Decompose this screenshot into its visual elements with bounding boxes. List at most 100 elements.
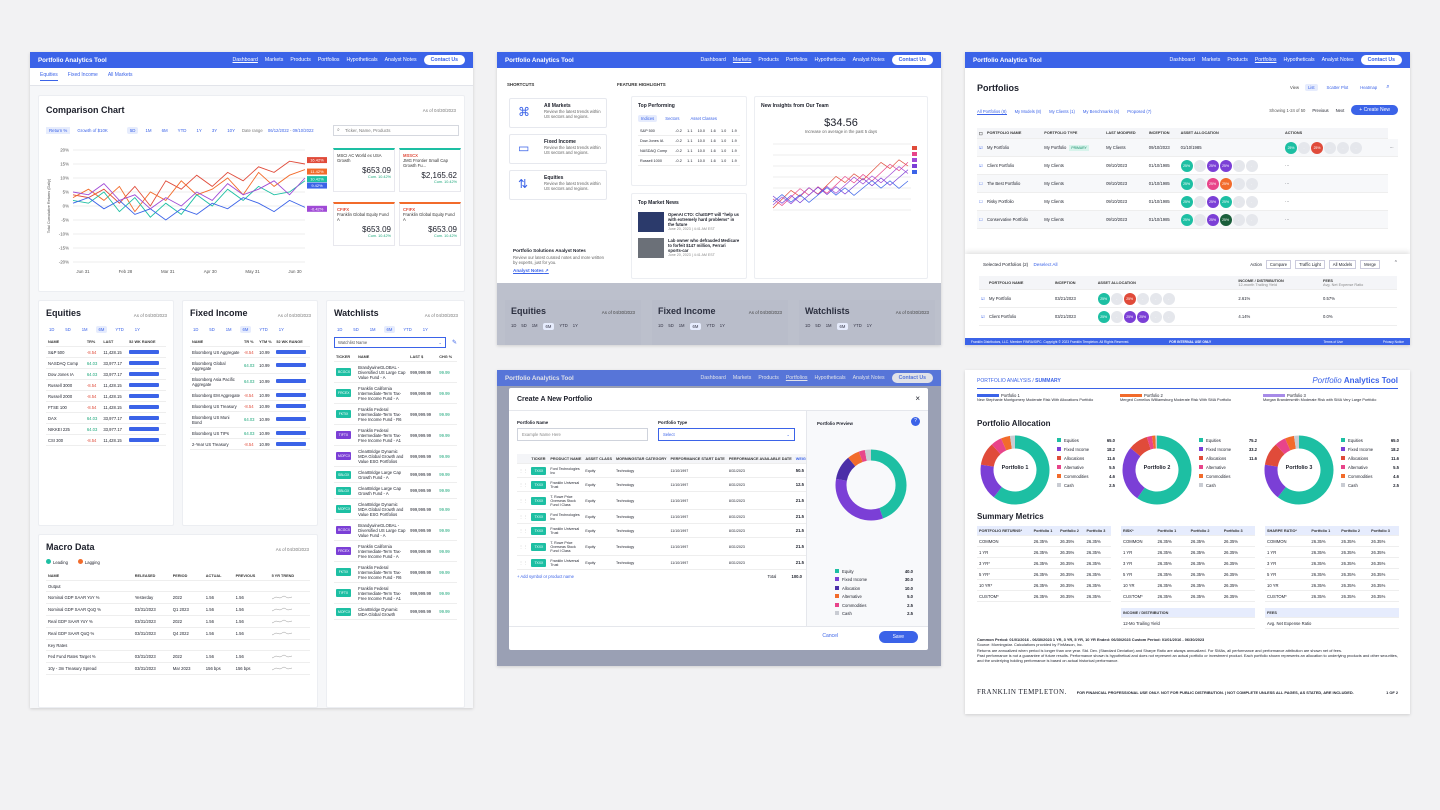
view-list[interactable]: List [1305,84,1318,91]
nav-products[interactable]: Products [758,57,779,63]
table-row[interactable]: Nominal GDP SAAR YoY % Yesterday 2022 1.56 1… [46,591,310,604]
table-row[interactable]: TIFTX Franklin Federal Intermediate-Term … [334,424,457,446]
eq-range-ytd[interactable]: YTD [115,327,124,332]
table-row[interactable]: ⋮⋮ TXXX Franklin Universal Trust Equity Tech… [517,555,824,570]
col-header[interactable]: PORTFOLIO NAME [987,276,1053,290]
fi-range-ytd[interactable]: YTD [259,327,268,332]
shortcut-card[interactable]: ⌘ All Markets Review the latest trends wit… [509,98,607,128]
nav-markets[interactable]: Markets [264,57,284,63]
nav-hypotheticals[interactable]: Hypotheticals [346,57,378,63]
nav-portfolios[interactable]: Portfolios [317,57,340,63]
table-row[interactable]: BCGCX BrandywineGLOBAL - Diversified US L… [334,519,457,541]
table-row[interactable]: Nominal GDP SAAR QoQ % 03/31/2023 Q1 2023 1… [46,603,310,616]
nav-products[interactable]: Products [1227,57,1248,63]
col-header[interactable]: 5 YR TREND [269,571,310,581]
eq-range-1d[interactable]: 1D [49,327,55,332]
previous-button[interactable]: Previous [1312,107,1329,113]
add-symbol-button[interactable]: + Add symbol or product name [517,574,574,579]
search-icon[interactable]: ⌕ [1386,84,1390,90]
nav-markets[interactable]: Markets [732,57,752,63]
ticker-badge[interactable]: BCGCX [336,526,351,534]
table-row[interactable]: Bloomberg US TIPs 64.03 10.99 [190,427,310,439]
col-header[interactable]: INCEPTION [1146,128,1179,139]
more-icon[interactable]: ··· [1283,192,1388,211]
terms-link[interactable]: Terms of Use [1323,339,1343,344]
table-row[interactable]: S&P 500 -0.2 1.1 10.0 1.6 1.0 1.9 [638,126,740,136]
contact-button[interactable]: Contact Us [1360,55,1402,65]
table-row[interactable]: Dow Jones IA -0.2 1.1 10.0 1.6 1.0 1.9 [638,135,740,146]
ticker-badge[interactable]: TIFTX [336,431,351,439]
app-logo[interactable]: Portfolio Analytics Tool [973,56,1042,64]
table-row[interactable]: ☐ Conservative Portfolio My Clients 09/10/2… [977,210,1398,229]
wl-range-6m[interactable]: 6M [383,326,396,333]
col-header[interactable]: INCOME / DISTRIBUTION 12-month Trailing Y… [1236,276,1322,290]
table-row[interactable]: CSI 300 -8.54 11,428.15 [46,434,166,446]
col-header[interactable]: ACTUAL [203,571,234,581]
portfolio-type-select[interactable]: Select ⌄ [658,428,795,441]
portfolio-name-input[interactable]: Example Name Here [517,428,648,441]
fi-range-1m[interactable]: 1M [225,327,232,332]
help-icon[interactable]: ? [911,417,920,426]
range-6m[interactable]: 6M [161,128,168,133]
nav-hypotheticals[interactable]: Hypotheticals [814,375,846,381]
table-row[interactable]: ⋮⋮ TXXX T. Rowe Price Overseas Stock Fund … [517,491,824,510]
nav-dashboard[interactable]: Dashboard [232,57,258,63]
nav-analyst-notes[interactable]: Analyst Notes [384,57,417,63]
merge-button[interactable]: Merge [1360,260,1380,269]
nav-analyst-notes[interactable]: Analyst Notes [852,57,885,63]
growth-button[interactable]: Growth of $10K [77,128,108,133]
table-row[interactable]: NASDAQ Comp 64.03 33,977.17 [46,357,166,369]
edit-icon[interactable]: ✎ [451,340,457,346]
table-row[interactable]: Real GDP SAAR QoQ % 03/31/2023 Q4 2022 1.56… [46,627,310,640]
fi-range-5d[interactable]: 5D [209,327,215,332]
ticker-badge[interactable]: FRCEX [336,547,351,555]
table-row[interactable]: 2-Year US Treasury -8.54 10.99 [190,438,310,450]
row-checkbox[interactable]: ☑ [979,307,987,326]
table-row[interactable]: FRCEX Franklin California Intermediate-Te… [334,382,457,404]
table-row[interactable]: ☑ My Portfolio 03/21/2023 25% -25% - - -2.61% 0.… [979,289,1397,308]
drag-handle-icon[interactable]: ⋮⋮ [517,477,530,492]
table-row[interactable]: ⋮⋮ TXXX Ford Technologies Inc Equity Technol… [517,509,824,524]
table-row[interactable]: ⋮⋮ TXXX T. Rowe Price Overseas Stock Fund … [517,537,824,556]
row-checkbox[interactable]: ☑ [977,138,985,157]
ticker-badge[interactable]: MOFCX [336,452,351,460]
table-row[interactable]: MOFCX ClearBridge Dynamic MDA Global Grow… [334,603,457,620]
table-row[interactable]: MOFCX ClearBridge Dynamic MDA Global Grow… [334,445,457,467]
table-row[interactable]: ⋮⋮ TXXX Ford Technologies Inc Equity Technol… [517,463,824,478]
privacy-link[interactable]: Privacy Notice [1382,339,1404,344]
app-logo[interactable]: Portfolio Analytics Tool [505,56,574,64]
col-header[interactable]: LAST [101,337,128,347]
col-header[interactable]: RELEASED [132,571,171,581]
nav-dashboard[interactable]: Dashboard [1169,57,1195,63]
shortcut-card[interactable]: ▭ Fixed Income Review the latest trends wi… [509,134,607,164]
wl-range-1m[interactable]: 1M [369,327,376,332]
tab-all-portfolios[interactable]: All Portfolios (8) [977,109,1007,115]
col-header[interactable]: CHG % [437,352,457,362]
tab-my-clients[interactable]: My Clients (1) [1049,109,1075,114]
table-row[interactable]: MOFCX ClearBridge Dynamic MDA Global Grow… [334,498,457,520]
table-row[interactable]: Bloomberg EM Aggregate -8.54 10.99 [190,389,310,401]
col-header[interactable]: ACTIONS [1283,128,1388,139]
wl-range-5d[interactable]: 5D [353,327,359,332]
col-header[interactable]: PORTFOLIO TYPE [1042,128,1105,139]
tab-equities[interactable]: Equities [40,72,58,81]
wl-range-1d[interactable]: 1D [337,327,343,332]
more-icon[interactable]: ··· [1283,156,1388,175]
table-row[interactable]: ☐ Risky Portfolio My Clients 09/10/2023 01/1… [977,192,1398,211]
drag-handle-icon[interactable]: ⋮⋮ [517,491,530,510]
range-5d[interactable]: 5D [126,127,139,134]
eq-range-5d[interactable]: 5D [65,327,71,332]
col-header[interactable]: LAST $ [408,352,438,362]
more-icon[interactable]: ··· [1283,174,1388,193]
save-button[interactable]: Save [878,631,918,643]
range-1y[interactable]: 1Y [196,128,202,133]
col-header[interactable]: WEIGHT % [793,454,818,464]
col-header[interactable]: PORTFOLIO NAME [985,128,1043,139]
table-row[interactable]: Russell 3000 -8.54 11,428.15 [46,379,166,391]
col-header[interactable]: MORNINGSTAR CATEGORY [613,454,669,464]
nav-products[interactable]: Products [290,57,311,63]
table-row[interactable]: ☑ My Portfolio My Portfolio PRIMARY My Clien… [977,138,1398,157]
drag-handle-icon[interactable]: ⋮⋮ [517,509,530,524]
fund-card[interactable]: CFIFX Franklin Global Equity Fund A $653… [333,202,395,246]
nav-analyst-notes[interactable]: Analyst Notes [852,375,885,381]
